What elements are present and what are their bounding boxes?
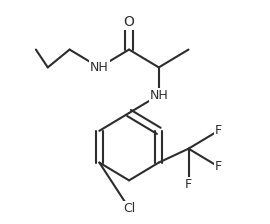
Text: O: O bbox=[124, 15, 134, 29]
Text: F: F bbox=[215, 124, 222, 137]
Text: NH: NH bbox=[90, 61, 109, 74]
Text: Cl: Cl bbox=[123, 202, 135, 215]
Text: NH: NH bbox=[149, 89, 168, 102]
Text: F: F bbox=[215, 160, 222, 173]
Text: F: F bbox=[185, 178, 192, 191]
